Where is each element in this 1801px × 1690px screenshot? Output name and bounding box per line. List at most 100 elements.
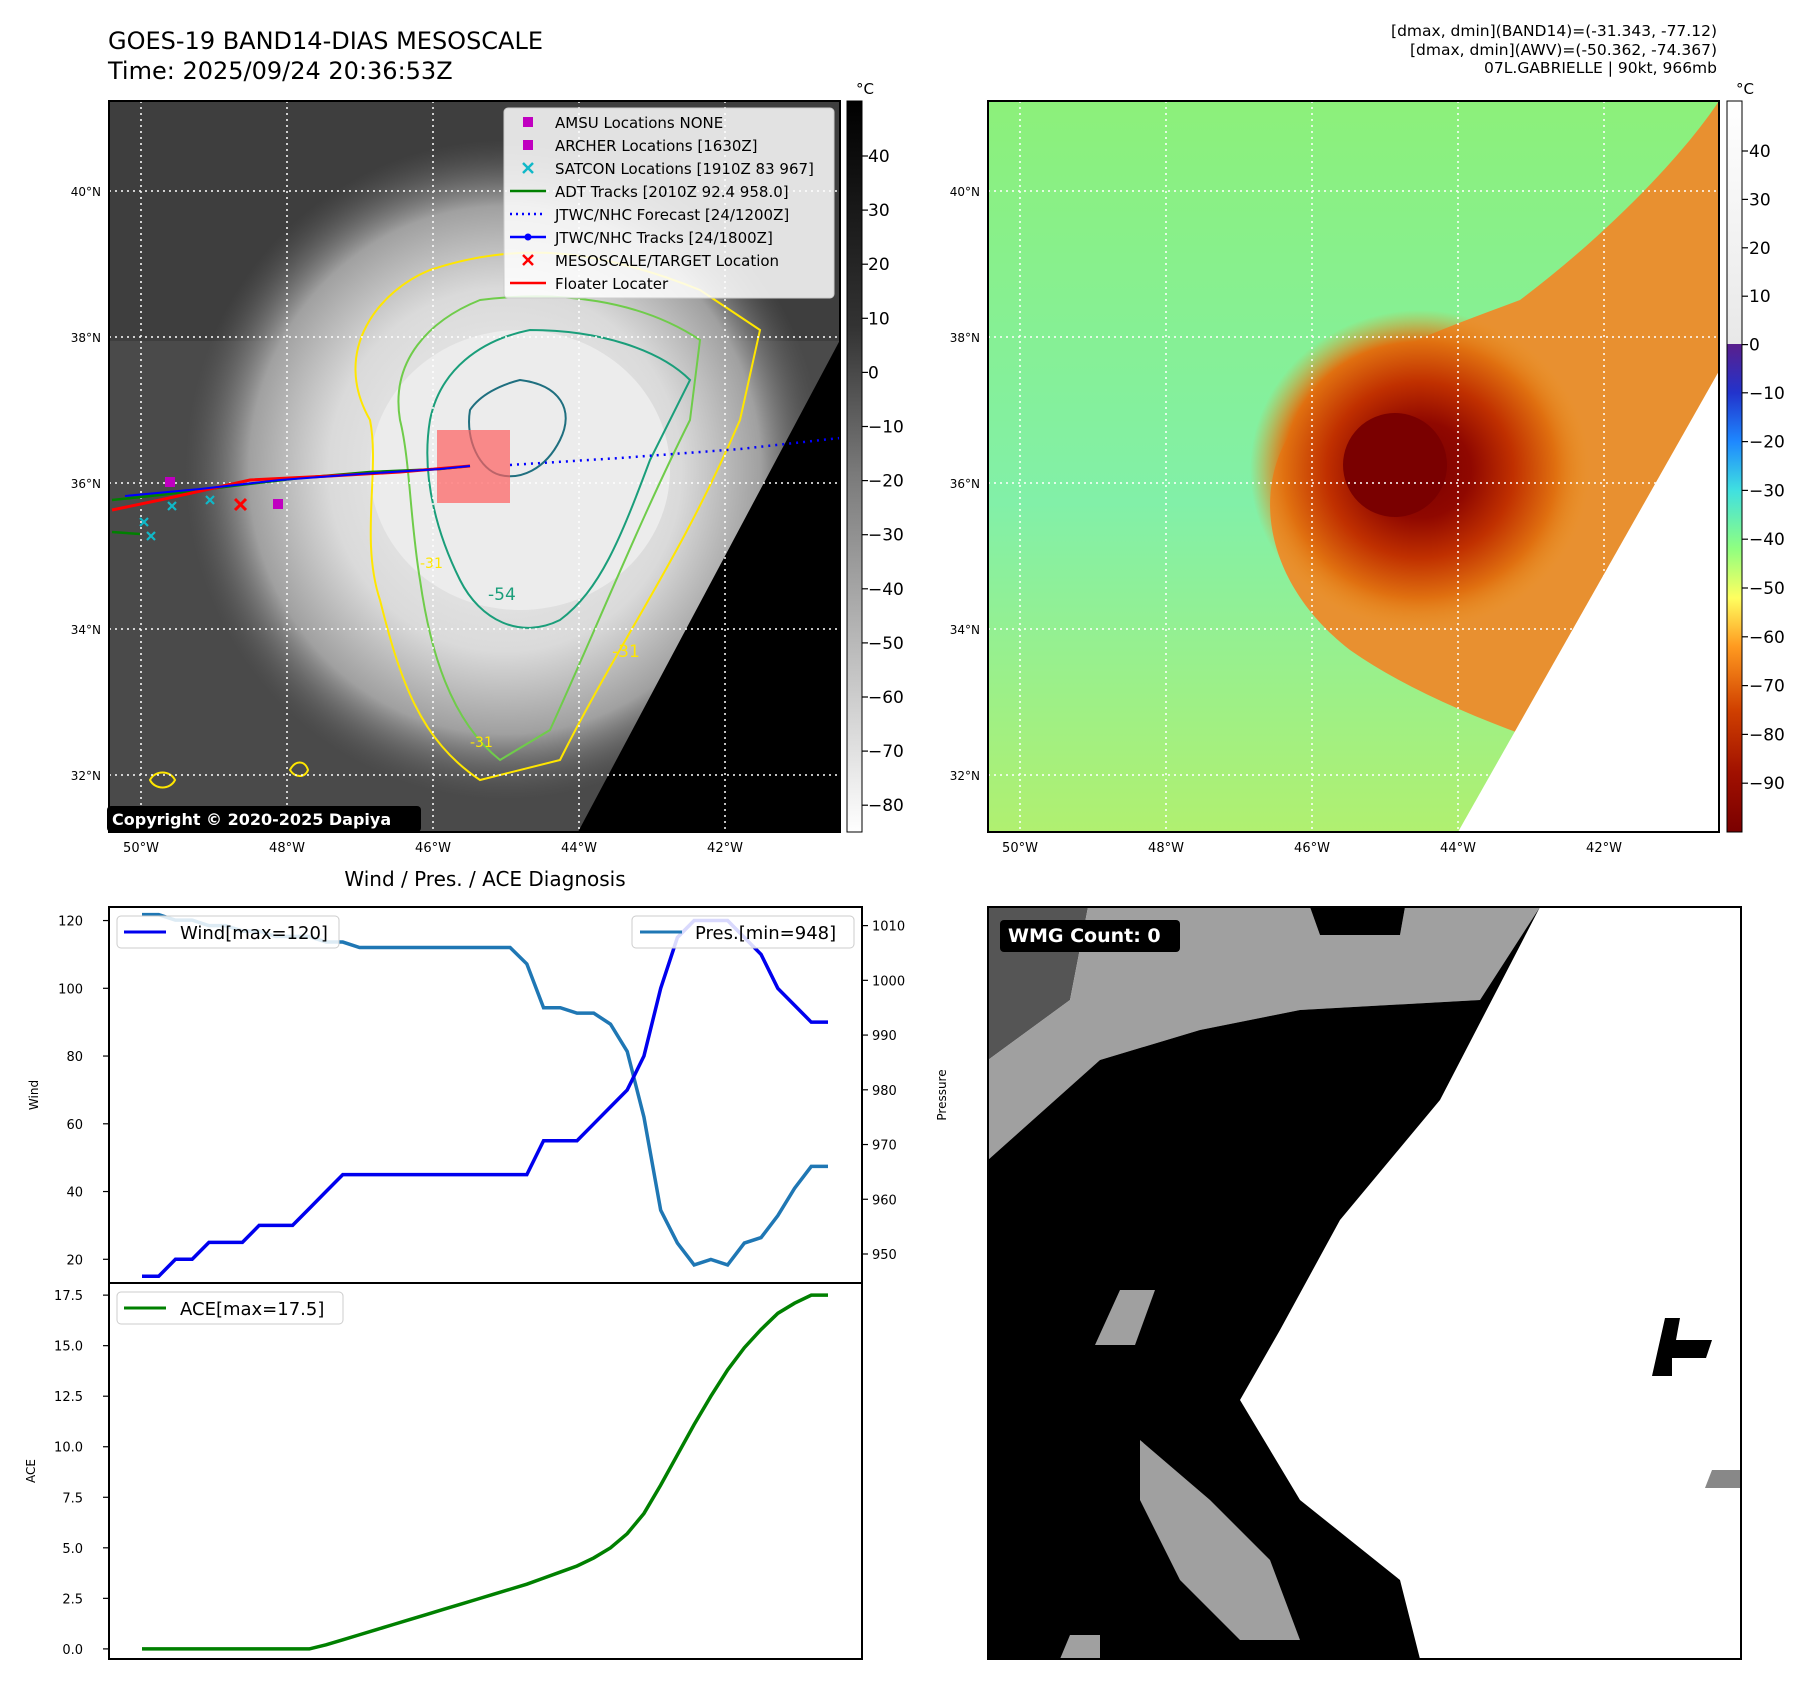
legend-label: AMSU Locations NONE <box>555 114 723 132</box>
awv-eye-dark <box>1343 413 1447 517</box>
colorbar-tick-label: −40 <box>868 580 904 600</box>
ace-tick-label: 5.0 <box>62 1542 83 1557</box>
legend-marker <box>523 140 533 150</box>
ace-tick-label: 17.5 <box>54 1289 83 1304</box>
colorbar-tick-label: 0 <box>868 363 879 383</box>
ace-line <box>142 1293 828 1651</box>
map-legend: AMSU Locations NONE ARCHER Locations [163… <box>503 107 835 299</box>
legend-entry: JTWC/NHC Tracks [24/1800Z] <box>510 229 773 247</box>
ace-tick-label: 2.5 <box>62 1592 83 1607</box>
lon-tick-label: 50°W <box>123 841 159 856</box>
wmg-badge <box>1000 920 1180 952</box>
wmg-count: WMG Count: 0 <box>1008 925 1161 947</box>
legend-marker <box>523 117 533 127</box>
ace-axes <box>108 1282 863 1660</box>
colorbar-tick-label: −90 <box>1749 774 1785 794</box>
colorbar-tick-label: 40 <box>868 147 890 167</box>
legend-label: ADT Tracks [2010Z 92.4 958.0] <box>555 183 789 201</box>
lat-tick-label: 32°N <box>71 769 101 783</box>
legend-label: JTWC/NHC Tracks [24/1800Z] <box>554 229 773 247</box>
wind-tick-label: 120 <box>58 915 83 930</box>
contour-label: -54 <box>488 585 516 605</box>
lat-tick-label: 40°N <box>71 185 101 199</box>
contour-label: -31 <box>420 556 443 572</box>
colorbar-tick-label: −40 <box>1749 530 1785 550</box>
legend-entry: AMSU Locations NONE <box>523 114 723 132</box>
colorbar-tick-label: −70 <box>868 742 904 762</box>
lon-tick-label: 46°W <box>415 841 451 856</box>
wind-legend-label: Wind[max=120] <box>180 923 328 944</box>
lat-tick-label: 36°N <box>71 477 101 491</box>
wmg-black-fleck <box>1652 1318 1712 1376</box>
lon-tick-label: 42°W <box>707 841 743 856</box>
lon-tick-label: 44°W <box>561 841 597 856</box>
title-line-1: GOES-19 BAND14-DIAS MESOSCALE <box>108 27 544 55</box>
pressure-tick-label: 1000 <box>872 974 905 989</box>
ace-tick-label: 10.0 <box>54 1441 83 1456</box>
colorbar-tick-label: −50 <box>1749 579 1785 599</box>
lon-tick-label: 44°W <box>1440 841 1476 856</box>
pressure-tick-label: 1010 <box>872 920 905 935</box>
map-axis-labels: 50°W 50°W 48°W 48°W 46°W 46°W 44°W 44°W 42°W 42°W… <box>71 185 1622 856</box>
lat-tick-label: 38°N <box>950 331 980 345</box>
pres-legend <box>631 915 855 949</box>
awv-colorbar-bottom <box>1727 344 1742 832</box>
colorbar-tick-label: −60 <box>1749 628 1785 648</box>
awv-colorbar-unit: °C <box>1736 80 1754 98</box>
central-dense-overcast <box>370 330 670 610</box>
colorbar-tick-label: −10 <box>868 418 904 438</box>
ace-tick-label: 7.5 <box>62 1491 83 1506</box>
colorbar-tick-label: 40 <box>1749 142 1771 162</box>
band14-colorbar-ticks: °C 40 30 20 10 0 −10 −20 −30 −40 −50 −60 −70 −80 <box>856 80 904 816</box>
wind-tick-label: 100 <box>58 982 83 997</box>
colorbar-tick-label: −70 <box>1749 677 1785 697</box>
lon-tick-label: 42°W <box>1586 841 1622 856</box>
legend-entry: Floater Locater <box>510 275 669 293</box>
wmg-panel <box>988 907 1741 1659</box>
copyright-text: Copyright © 2020-2025 Dapiya <box>112 810 391 829</box>
wind-legend <box>116 915 340 949</box>
forecast-track <box>509 436 840 467</box>
pressure-tick-label: 970 <box>872 1139 897 1154</box>
wmg-gray-corner <box>1060 1635 1100 1659</box>
pressure-tick-label: 990 <box>872 1029 897 1044</box>
wind-tick-label: 40 <box>66 1186 83 1201</box>
info-line-2: [dmax, dmin](AWV)=(-50.362, -74.367) <box>1410 40 1717 59</box>
contour-label: -31 <box>470 735 493 751</box>
legend-entry: SATCON Locations [1910Z 83 967] <box>522 160 814 178</box>
awv-colorbar-top <box>1727 101 1742 344</box>
lat-tick-label: 40°N <box>950 185 980 199</box>
awv-map-frame <box>987 100 1720 833</box>
storm-info: [dmax, dmin](BAND14)=(-31.343, -77.12) [… <box>1391 22 1717 78</box>
legend-entry: ADT Tracks [2010Z 92.4 958.0] <box>510 183 789 201</box>
wind-tick-label: 60 <box>66 1118 83 1133</box>
legend-entry: MESOSCALE/TARGET Location <box>522 252 779 270</box>
pressure-tick-label: 980 <box>872 1084 897 1099</box>
ace-plot: 17.5 15.0 12.5 10.0 7.5 5.0 2.5 0.0 <box>54 1289 828 1658</box>
wmg-gray-streak <box>1140 1440 1300 1640</box>
awv-gridlines <box>988 101 1719 832</box>
lat-tick-label: 34°N <box>71 623 101 637</box>
legend-label: MESOSCALE/TARGET Location <box>555 252 779 270</box>
legend-label: SATCON Locations [1910Z 83 967] <box>555 160 814 178</box>
contour-label: -31 <box>612 642 640 662</box>
pressure-tick-label: 960 <box>872 1193 897 1208</box>
colorbar-tick-label: 20 <box>1749 239 1771 259</box>
awv-colorbar-frame <box>1726 100 1743 833</box>
colorbar-tick-label: 0 <box>1749 336 1760 356</box>
lon-tick-label: 48°W <box>1148 841 1184 856</box>
wind-pres-axes <box>108 906 863 1284</box>
no-data-region <box>578 340 840 832</box>
wind-axis-label: Wind <box>27 1080 41 1110</box>
contours <box>148 251 762 789</box>
colorbar-tick-label: 10 <box>1749 287 1771 307</box>
legend-label: Floater Locater <box>555 275 669 293</box>
legend-marker <box>522 254 534 266</box>
figure-title: GOES-19 BAND14-DIAS MESOSCALE Time: 2025… <box>108 26 543 86</box>
awv-map <box>988 101 1719 832</box>
wmg-frame <box>987 906 1742 1660</box>
colorbar-tick-label: −30 <box>1749 481 1785 501</box>
wind-tick-label: 80 <box>66 1050 83 1065</box>
band14-colorbar-unit: °C <box>856 80 874 98</box>
colorbar-tick-label: 10 <box>868 309 890 329</box>
